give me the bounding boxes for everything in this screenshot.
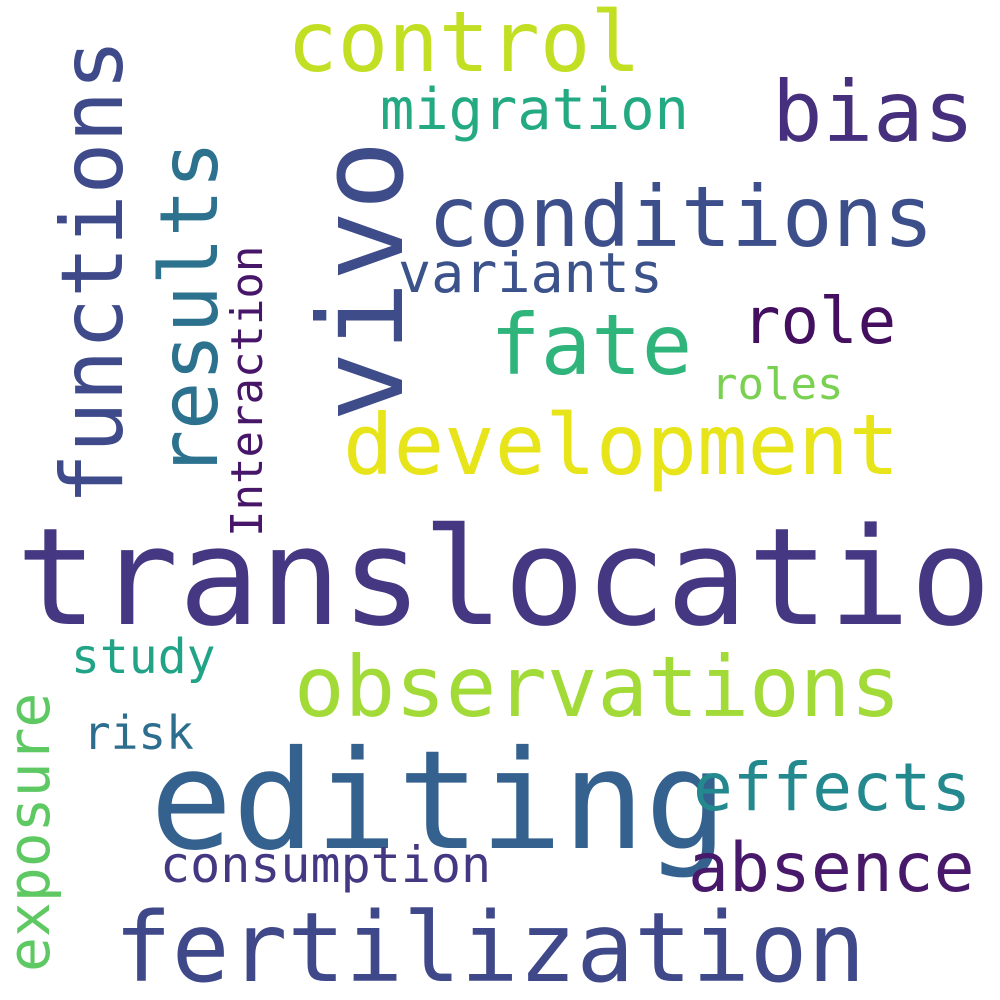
word-absence: absence: [688, 829, 975, 908]
word-translocation: translocation: [16, 499, 1000, 656]
word-fertilization: fertilization: [114, 892, 866, 1000]
word-conditions: conditions: [428, 168, 934, 266]
word-study: study: [71, 629, 216, 685]
word-fate: fate: [490, 296, 693, 394]
word-interaction: Interaction: [222, 245, 273, 537]
word-variants: variants: [398, 241, 663, 305]
word-consumption: consumption: [160, 836, 492, 894]
word-bias: bias: [772, 63, 975, 161]
word-results: results: [143, 140, 236, 478]
word-roles: roles: [711, 359, 844, 410]
word-role: role: [742, 285, 897, 359]
word-editing: editing: [150, 722, 728, 881]
word-migration: migration: [380, 77, 689, 143]
word-development: development: [343, 396, 900, 494]
word-functions: functions: [43, 39, 143, 505]
word-risk: risk: [83, 706, 194, 760]
word-control: control: [287, 0, 642, 91]
word-effects: effects: [693, 749, 972, 826]
word-exposure: exposure: [0, 692, 63, 972]
word-observations: observations: [294, 638, 901, 736]
